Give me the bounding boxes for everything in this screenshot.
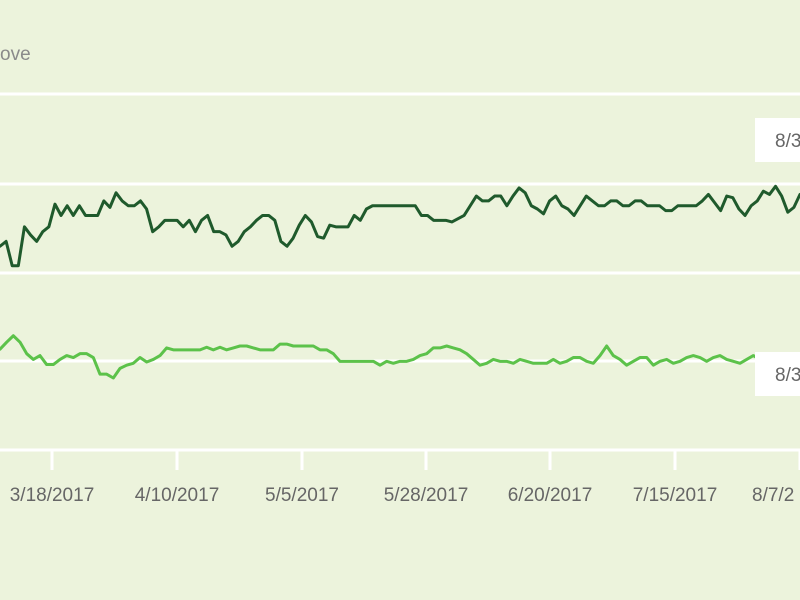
x-tick-label: 3/18/2017: [10, 485, 95, 506]
callout-upper-label: 8/3: [775, 131, 800, 152]
callout-lower-box: [755, 352, 800, 396]
series-line-lower: [0, 334, 800, 380]
series-layer: [0, 184, 800, 380]
callout-lower-label: 8/3: [775, 365, 800, 386]
x-tick-label: 5/28/2017: [384, 485, 469, 506]
x-tick-label: 6/20/2017: [508, 485, 593, 506]
callout-lower: 8/3: [755, 352, 800, 396]
callout-upper: 8/3: [755, 118, 800, 162]
x-tick-label: 5/5/2017: [265, 485, 339, 506]
gridlines: [0, 92, 800, 452]
callout-upper-box: [755, 118, 800, 162]
x-tick-label: 7/15/2017: [633, 485, 718, 506]
x-axis: 3/18/2017 4/10/2017 5/5/2017 5/28/2017 6/20/…: [10, 450, 800, 506]
series-line-upper: [0, 184, 800, 268]
x-tick-label: 4/10/2017: [135, 485, 220, 506]
x-tick-label: 8/7/2: [752, 485, 794, 506]
legend-label-fragment: ove: [0, 44, 31, 65]
